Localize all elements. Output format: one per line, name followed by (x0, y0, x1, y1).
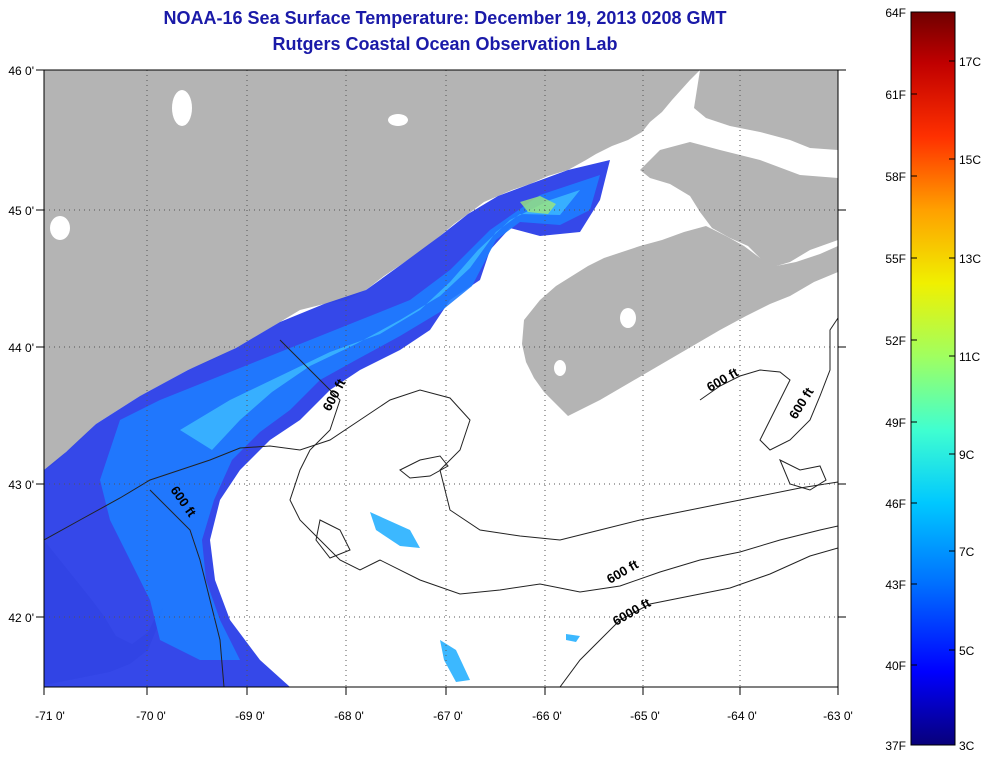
lakes (50, 90, 636, 376)
lat-label: 46 0' (8, 64, 34, 78)
lon-label: -66 0' (532, 709, 562, 723)
colorbar-gradient (910, 11, 956, 746)
colorbar-f-label: 49F (885, 416, 906, 430)
lat-label: 43 0' (8, 478, 34, 492)
colorbar-c-label: 11C (959, 350, 980, 364)
lon-label: -71 0' (35, 709, 65, 723)
colorbar-f-label: 55F (885, 252, 906, 266)
lat-label: 45 0' (8, 204, 34, 218)
lon-label: -68 0' (334, 709, 364, 723)
colorbar-f-label: 46F (885, 497, 906, 511)
lon-label: -63 0' (823, 709, 853, 723)
colorbar-c-label: 3C (959, 739, 975, 753)
lat-label: 44 0' (8, 341, 34, 355)
colorbar-c-label: 7C (959, 545, 975, 559)
bathymetry-contours (44, 317, 838, 687)
map-title: NOAA-16 Sea Surface Temperature: Decembe… (163, 8, 727, 28)
map-frame (43, 69, 839, 688)
colorbar-f-label: 40F (885, 659, 906, 673)
colorbar-c-label: 5C (959, 644, 975, 658)
colorbar-c-label: 13C (959, 252, 981, 266)
land-nova-scotia (522, 226, 838, 416)
lon-label: -67 0' (433, 709, 463, 723)
colorbar-c-label: 9C (959, 448, 975, 462)
map-subtitle: Rutgers Coastal Ocean Observation Lab (272, 34, 618, 54)
colorbar-f-label: 52F (885, 334, 906, 348)
land-nb-upper (694, 70, 838, 150)
colorbar-f-label: 43F (885, 578, 906, 592)
colorbar-f-label: 37F (885, 739, 906, 753)
colorbar-c-label: 17C (959, 55, 981, 69)
lon-label: -65 0' (630, 709, 660, 723)
colorbar: 64F 61F 58F 55F 52F 49F 46F 43F 40F 37F … (885, 6, 981, 753)
axis-ticks (36, 69, 846, 695)
colorbar-f-label: 64F (885, 6, 906, 20)
lon-label: -64 0' (727, 709, 757, 723)
lon-label: -69 0' (235, 709, 265, 723)
land-maine-newbrunswick (44, 70, 700, 470)
land-cape-breton (640, 142, 838, 268)
colorbar-f-label: 58F (885, 170, 906, 184)
colorbar-f-label: 61F (885, 88, 906, 102)
map-area: 600 ft 600 ft 600 ft 600 ft 600 ft 6000 … (44, 70, 838, 687)
lat-label: 42 0' (8, 611, 34, 625)
lon-label: -70 0' (136, 709, 166, 723)
colorbar-c-label: 15C (959, 153, 981, 167)
